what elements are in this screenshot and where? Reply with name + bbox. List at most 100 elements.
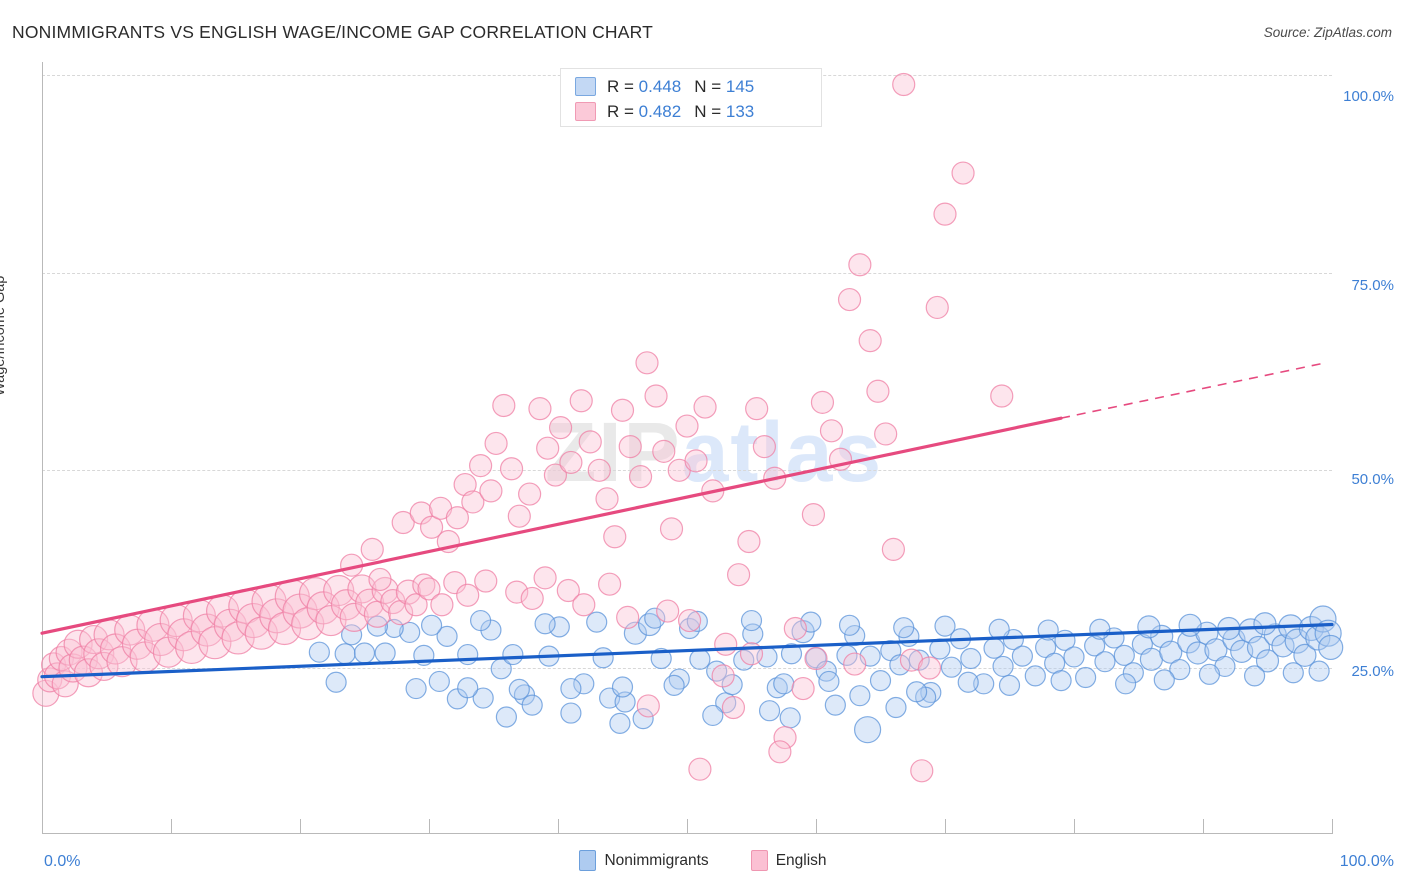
legend-item-english[interactable]: English bbox=[750, 850, 827, 871]
data-point bbox=[37, 667, 63, 693]
data-point bbox=[892, 72, 916, 97]
data-point bbox=[844, 624, 866, 647]
data-point bbox=[990, 384, 1014, 408]
data-point bbox=[391, 510, 415, 535]
data-point bbox=[849, 685, 871, 707]
data-point bbox=[417, 577, 441, 601]
data-point bbox=[453, 472, 477, 497]
data-point bbox=[560, 702, 582, 724]
x-axis-tick bbox=[1074, 819, 1075, 834]
data-point bbox=[592, 647, 614, 669]
y-axis-title: Wage/Income Gap bbox=[0, 275, 8, 396]
y-axis-label-25: 25.0% bbox=[1351, 663, 1394, 680]
data-point bbox=[603, 525, 627, 549]
data-point bbox=[1253, 612, 1277, 636]
data-point bbox=[733, 649, 755, 671]
data-point bbox=[420, 614, 443, 636]
data-point bbox=[469, 453, 493, 478]
legend-color-english bbox=[750, 850, 768, 871]
data-point bbox=[533, 566, 557, 590]
data-point bbox=[1024, 665, 1046, 687]
legend-color-nonimmigrants bbox=[579, 850, 597, 871]
data-point bbox=[766, 677, 788, 699]
data-point bbox=[556, 578, 580, 603]
r-value-pink: 0.482 bbox=[638, 101, 682, 121]
trendline-english-projection bbox=[1060, 362, 1326, 419]
data-point bbox=[1122, 662, 1144, 684]
data-point bbox=[906, 681, 928, 703]
data-point bbox=[663, 674, 685, 696]
data-point bbox=[457, 643, 479, 666]
source-label: Source: ZipAtlas.com bbox=[1263, 25, 1392, 40]
data-point bbox=[505, 580, 529, 604]
n-label-blue: N = bbox=[694, 76, 726, 96]
data-point bbox=[1284, 628, 1310, 654]
data-point bbox=[688, 757, 712, 781]
data-point bbox=[587, 458, 611, 482]
series-legend: Nonimmigrants English bbox=[0, 850, 1406, 871]
data-point bbox=[395, 579, 421, 605]
y-axis-label-100: 100.0% bbox=[1343, 88, 1394, 105]
data-point bbox=[569, 389, 593, 413]
trendline-english bbox=[40, 416, 1063, 635]
x-axis-tick bbox=[300, 819, 301, 834]
data-point bbox=[573, 673, 595, 695]
x-axis-tick bbox=[1203, 819, 1204, 834]
data-point bbox=[445, 506, 469, 530]
x-axis-tick bbox=[687, 819, 688, 834]
y-axis-line bbox=[42, 62, 43, 834]
data-point bbox=[572, 593, 596, 617]
data-point bbox=[436, 625, 458, 647]
data-point bbox=[644, 384, 668, 408]
data-point bbox=[810, 390, 835, 414]
data-point bbox=[1089, 618, 1111, 640]
data-point bbox=[1186, 641, 1210, 665]
y-axis-label-75: 75.0% bbox=[1351, 277, 1394, 294]
data-point bbox=[721, 673, 743, 696]
data-point bbox=[758, 700, 781, 722]
data-point bbox=[773, 673, 795, 695]
data-point bbox=[578, 430, 602, 454]
data-point bbox=[1153, 669, 1175, 691]
data-point bbox=[1271, 634, 1295, 658]
data-point bbox=[430, 593, 454, 617]
data-point bbox=[675, 414, 699, 438]
data-point bbox=[801, 503, 826, 527]
data-point bbox=[405, 677, 427, 700]
data-point bbox=[635, 351, 659, 375]
legend-swatch-nonimmigrants bbox=[575, 77, 596, 96]
x-axis-tick bbox=[816, 819, 817, 834]
data-point bbox=[917, 656, 942, 680]
data-point bbox=[853, 716, 882, 744]
data-point bbox=[824, 694, 846, 716]
data-point bbox=[360, 537, 384, 562]
data-point bbox=[611, 676, 634, 698]
statistics-legend: R = 0.448 N = 145 R = 0.482 N = 133 bbox=[560, 68, 822, 127]
data-point bbox=[925, 295, 949, 320]
data-point bbox=[869, 670, 892, 692]
data-point bbox=[457, 677, 479, 699]
x-axis-label-min: 0.0% bbox=[44, 853, 81, 870]
data-point bbox=[960, 647, 982, 670]
data-point bbox=[368, 567, 392, 592]
data-point bbox=[684, 449, 708, 473]
data-point bbox=[973, 673, 995, 695]
data-point bbox=[404, 593, 428, 617]
stat-row-english: R = 0.482 N = 133 bbox=[575, 99, 821, 124]
legend-item-nonimmigrants[interactable]: Nonimmigrants bbox=[579, 850, 709, 871]
data-point bbox=[1293, 643, 1317, 667]
gridline-50 bbox=[42, 470, 1332, 471]
data-point bbox=[472, 687, 494, 709]
series-nonimmigrants bbox=[308, 605, 1344, 744]
data-point bbox=[334, 643, 356, 665]
data-point bbox=[951, 161, 975, 185]
data-point bbox=[934, 615, 956, 637]
data-point bbox=[1139, 647, 1164, 671]
data-point bbox=[1246, 635, 1271, 660]
data-point bbox=[893, 617, 915, 639]
data-point bbox=[677, 608, 702, 633]
data-point bbox=[933, 202, 957, 226]
data-point bbox=[560, 677, 582, 700]
data-point bbox=[366, 615, 388, 637]
